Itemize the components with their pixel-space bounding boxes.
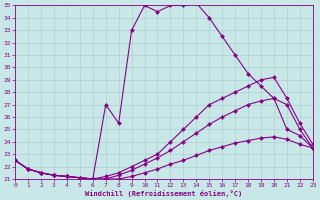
X-axis label: Windchill (Refroidissement éolien,°C): Windchill (Refroidissement éolien,°C): [85, 190, 243, 197]
